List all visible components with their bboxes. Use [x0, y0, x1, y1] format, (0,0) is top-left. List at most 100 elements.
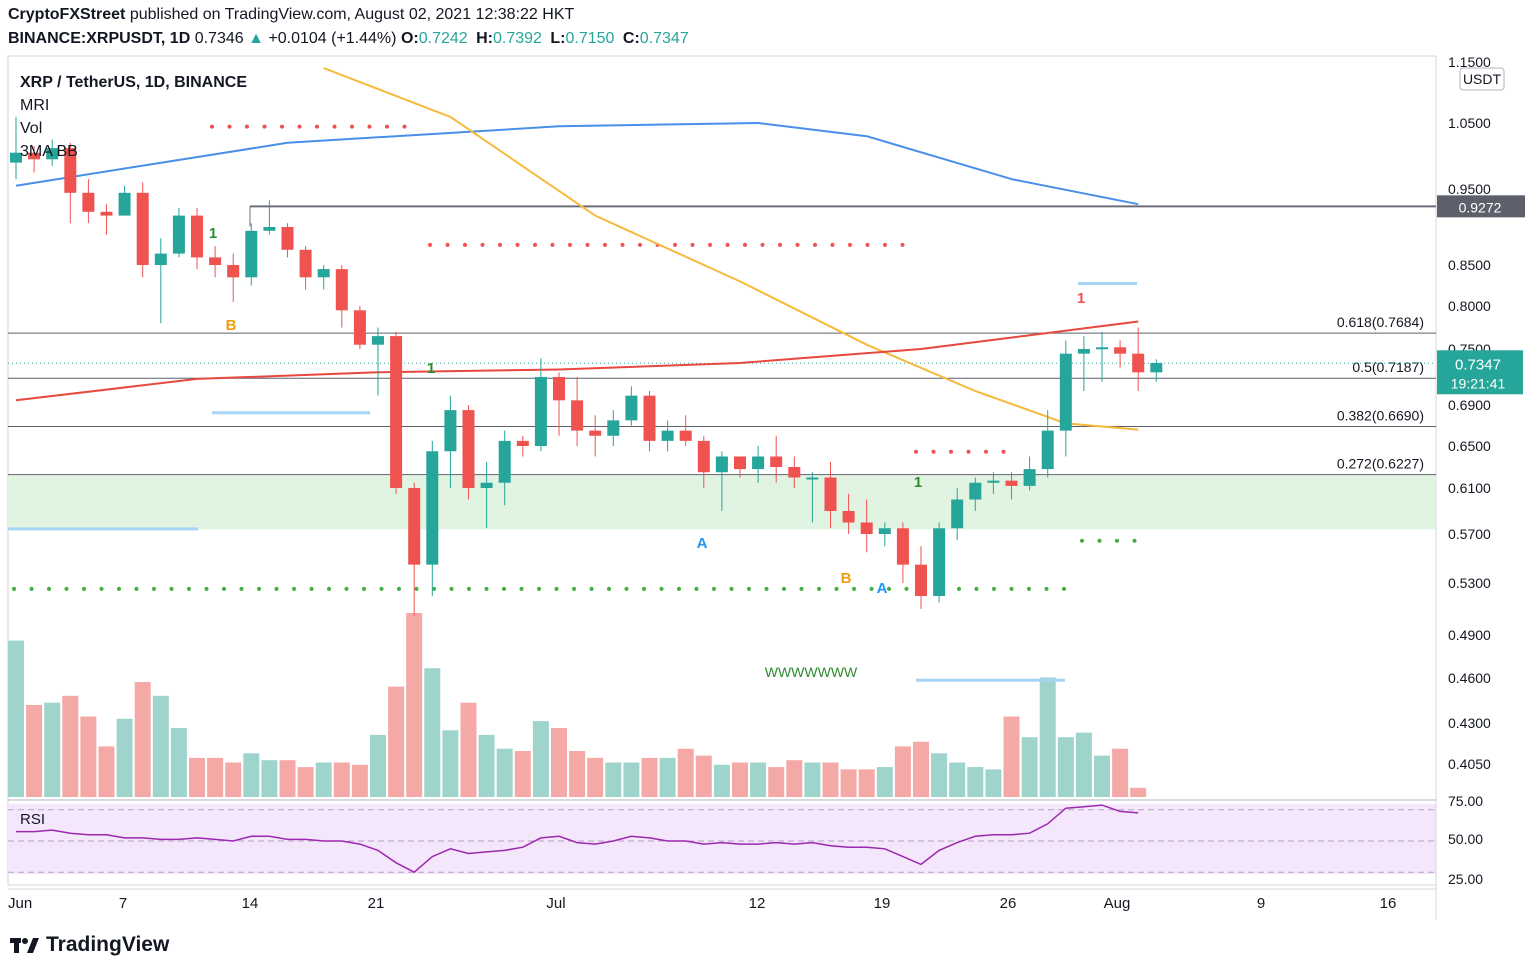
volume-bar: [243, 753, 260, 797]
volume-bar: [370, 734, 386, 797]
volume-bar: [8, 640, 24, 797]
indicator-dot: [414, 586, 419, 591]
indicator-dot: [834, 586, 839, 591]
volume-bar: [804, 762, 821, 797]
indicator-dot: [280, 124, 284, 129]
indicator-dot: [817, 586, 821, 591]
indicator-dot: [984, 449, 988, 454]
price-tick: 0.6100: [1448, 480, 1491, 496]
volume-bar: [442, 730, 459, 797]
indicator-dot: [638, 242, 642, 247]
legend-item: MRI: [20, 97, 49, 114]
volume-bar: [713, 764, 730, 797]
indicator-dot: [813, 242, 817, 247]
indicator-dot: [585, 242, 590, 247]
indicator-dot: [1115, 538, 1119, 543]
open-value: 0.7242: [418, 30, 468, 47]
volume-bar: [931, 753, 948, 797]
signal-marker: 1: [914, 474, 922, 491]
candle-body: [317, 269, 330, 278]
volume-bar: [1130, 787, 1147, 797]
indicator-dot: [117, 586, 121, 591]
volume-bar: [297, 767, 314, 797]
indicator-dot: [869, 586, 874, 591]
indicator-dot: [690, 242, 695, 247]
candle-body: [227, 265, 240, 278]
indicator-dot: [222, 586, 226, 591]
candle-body: [842, 511, 855, 523]
open-label: O:: [400, 30, 419, 47]
time-tick: 9: [1257, 895, 1265, 912]
ma-red-line: [15, 320, 1139, 402]
candle-body: [1023, 469, 1036, 486]
indicator-dot: [1009, 586, 1014, 591]
volume-bar: [822, 762, 839, 797]
volume-bar: [333, 762, 350, 797]
indicator-dot: [624, 586, 629, 591]
volume-bar: [170, 728, 187, 797]
indicator-dot: [332, 124, 337, 129]
candle-body: [987, 480, 1000, 483]
signal-marker: 1: [427, 360, 435, 377]
candle-body: [878, 528, 891, 534]
time-tick: 19: [874, 895, 891, 912]
indicator-dot: [204, 586, 209, 591]
price-tick: 0.6900: [1448, 397, 1491, 413]
volume-bar: [913, 741, 929, 797]
volume-bar: [967, 767, 984, 797]
indicator-dot: [747, 586, 751, 591]
price-tick: 0.8000: [1448, 298, 1491, 314]
candle-body: [1059, 353, 1072, 431]
indicator-dot: [848, 242, 852, 247]
time-tick: Aug: [1104, 895, 1131, 912]
candle-body: [353, 310, 366, 345]
rsi-band: [8, 804, 1436, 874]
publisher-name[interactable]: CryptoFXStreet: [8, 6, 126, 23]
tradingview-logo[interactable]: TradingView: [10, 933, 169, 957]
volume-bar: [514, 751, 531, 797]
indicator-dot: [245, 124, 249, 129]
indicator-dot: [82, 586, 86, 591]
ma-orange-line: [323, 67, 1139, 431]
indicator-dot: [904, 586, 909, 591]
indicator-dot: [1044, 586, 1049, 591]
indicator-dot: [694, 586, 699, 591]
candle-body: [10, 152, 22, 163]
indicator-dot: [315, 124, 319, 129]
volume-bar: [1094, 755, 1110, 797]
volume-bar: [1021, 737, 1038, 797]
indicator-dot: [760, 242, 765, 247]
candle-body: [64, 148, 77, 193]
symbol-name[interactable]: BINANCE:XRPUSDT, 1D: [8, 30, 191, 47]
indicator-dot: [603, 242, 607, 247]
candle-body: [118, 192, 131, 216]
indicator-dot: [764, 586, 769, 591]
volume-bar: [98, 746, 115, 797]
volume-bar: [677, 748, 694, 797]
volume-bar: [695, 755, 712, 797]
price-tick: 0.8500: [1448, 257, 1491, 273]
volume-bar: [532, 721, 549, 797]
candle-body: [46, 148, 59, 160]
candle-body: [1114, 347, 1127, 354]
volume-bar: [840, 769, 857, 797]
indicator-dot: [1080, 538, 1084, 543]
high-value: 0.7392: [493, 30, 542, 47]
low-label: L:: [550, 30, 566, 47]
indicator-dot: [239, 586, 244, 591]
indicator-dot: [515, 242, 520, 247]
indicator-dot: [1027, 586, 1031, 591]
indicator-dot: [47, 586, 51, 591]
candle-body: [191, 215, 203, 258]
indicator-dot: [502, 586, 506, 591]
volume-bar: [279, 760, 296, 797]
indicator-dot: [992, 586, 996, 591]
candle-body: [679, 430, 692, 441]
price-tick: 0.4050: [1448, 756, 1491, 772]
indicator-dot: [274, 586, 279, 591]
indicator-dot: [743, 242, 747, 247]
indicator-dot: [480, 242, 485, 247]
candle-body: [136, 192, 149, 265]
time-tick: 26: [1000, 895, 1017, 912]
